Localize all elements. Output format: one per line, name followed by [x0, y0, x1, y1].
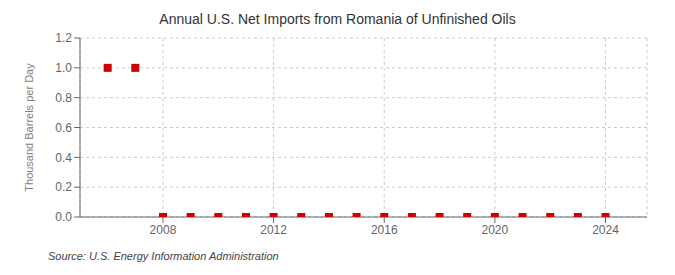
svg-text:Thousand Barrels per Day: Thousand Barrels per Day — [23, 63, 35, 192]
html-text:Source: U.S. Energy Informatio: Source: U.S. Energy Information Administ… — [48, 250, 279, 262]
svg-text:1.2: 1.2 — [55, 31, 72, 45]
svg-text:0.0: 0.0 — [55, 210, 72, 224]
svg-text:0.2: 0.2 — [55, 180, 72, 194]
svg-text:0.8: 0.8 — [55, 91, 72, 105]
svg-text:2008: 2008 — [150, 223, 177, 237]
svg-text:2020: 2020 — [482, 223, 509, 237]
html-text:Annual U.S. Net Imports from R: Annual U.S. Net Imports from Romania of … — [159, 11, 516, 27]
svg-text:0.6: 0.6 — [55, 121, 72, 135]
svg-text:2012: 2012 — [260, 223, 287, 237]
svg-text:0.4: 0.4 — [55, 151, 72, 165]
svg-text:1.0: 1.0 — [55, 61, 72, 75]
svg-text:2024: 2024 — [592, 223, 619, 237]
svg-text:2016: 2016 — [371, 223, 398, 237]
